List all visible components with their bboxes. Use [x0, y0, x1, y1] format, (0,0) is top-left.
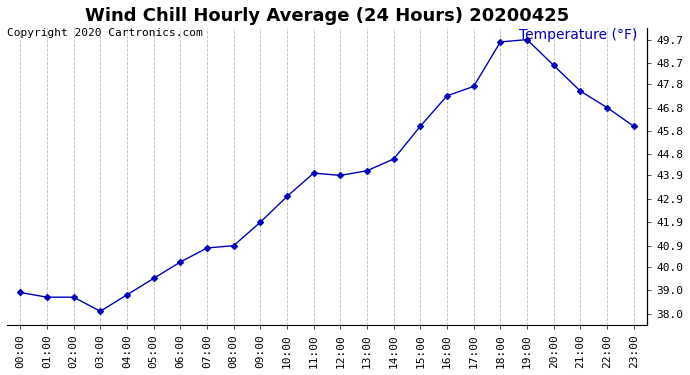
Title: Wind Chill Hourly Average (24 Hours) 20200425: Wind Chill Hourly Average (24 Hours) 202…	[85, 7, 569, 25]
Text: Copyright 2020 Cartronics.com: Copyright 2020 Cartronics.com	[7, 28, 203, 38]
Text: Temperature (°F): Temperature (°F)	[519, 28, 638, 42]
